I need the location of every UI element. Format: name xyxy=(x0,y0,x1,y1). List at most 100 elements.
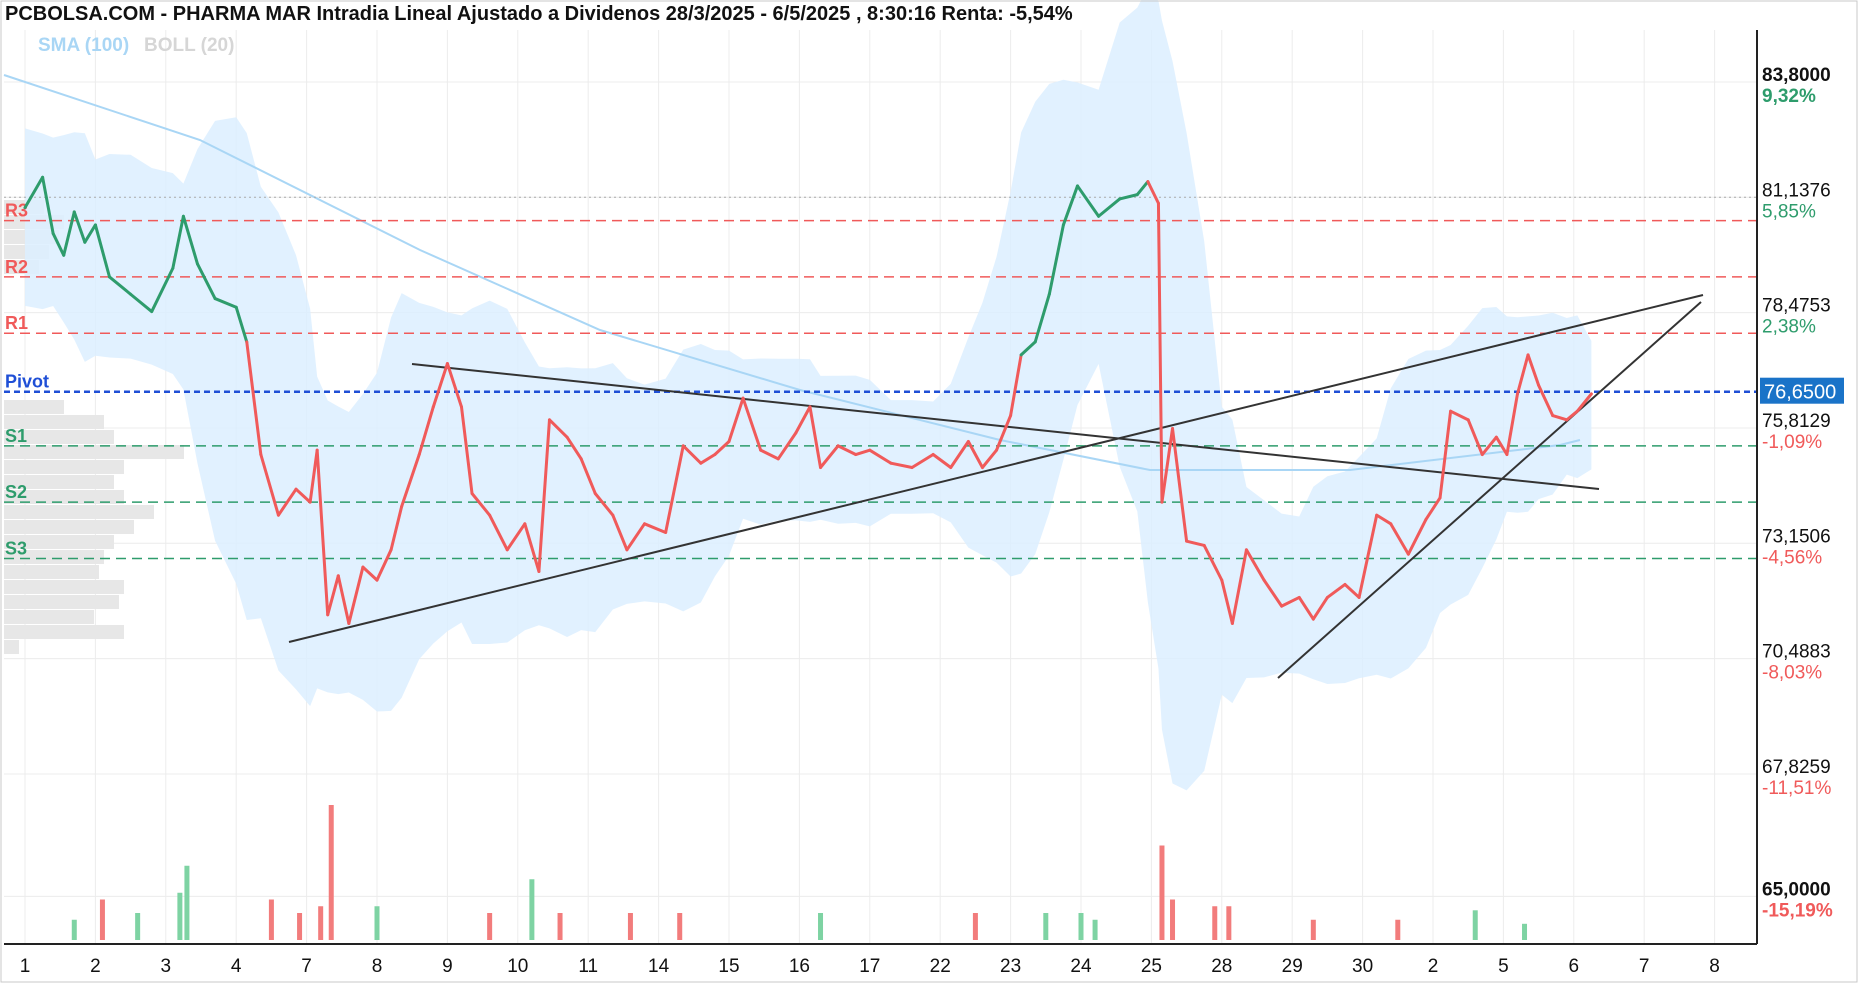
price-segment xyxy=(1505,392,1519,457)
price-segment xyxy=(1343,582,1361,599)
x-tick-label: 10 xyxy=(507,956,528,977)
x-tick-label: 23 xyxy=(1000,956,1021,977)
volume-profile-bar xyxy=(4,505,154,519)
price-segment xyxy=(593,491,615,517)
y-tick-value: 65,0000 xyxy=(1762,879,1831,900)
price-segment xyxy=(245,340,263,457)
price-segment xyxy=(83,223,97,244)
x-tick-label: 8 xyxy=(372,956,383,977)
volume-bar xyxy=(529,879,535,940)
price-segment xyxy=(681,444,703,465)
price-segment xyxy=(400,453,421,508)
pivot-label-r3: R3 xyxy=(5,201,28,221)
x-tick-label: 2 xyxy=(1428,956,1439,977)
price-segment xyxy=(931,453,953,470)
x-tick-label: 17 xyxy=(859,956,880,977)
current-price-tag-text: 76,6500 xyxy=(1764,382,1836,404)
bollinger-band-area xyxy=(25,0,1592,791)
price-segment xyxy=(375,548,393,582)
price-segment xyxy=(547,418,569,439)
price-segment xyxy=(664,444,685,534)
volume-profile-bar xyxy=(4,520,134,534)
y-tick-value: 78,4753 xyxy=(1762,296,1831,317)
price-segment xyxy=(910,453,935,470)
y-tick-percent: 5,85% xyxy=(1762,201,1816,222)
volume-bar xyxy=(627,913,633,940)
volume-bar xyxy=(1212,906,1218,940)
price-segment xyxy=(505,522,527,552)
price-segment xyxy=(129,292,154,314)
x-tick-label: 29 xyxy=(1282,956,1303,977)
price-segment xyxy=(259,453,280,517)
price-segment xyxy=(361,565,379,582)
volume-bar xyxy=(374,906,380,940)
price-segment xyxy=(234,305,249,344)
x-tick-label: 6 xyxy=(1569,956,1580,977)
price-segment xyxy=(1406,517,1428,556)
price-segment xyxy=(836,444,858,457)
volume-bar xyxy=(487,913,493,940)
price-segment xyxy=(625,522,647,552)
price-segment xyxy=(1375,513,1393,526)
price-segment xyxy=(93,223,111,279)
y-tick-percent: -4,56% xyxy=(1762,547,1822,568)
price-segment xyxy=(171,214,185,270)
y-tick-value: 83,8000 xyxy=(1762,65,1831,86)
price-series xyxy=(23,175,1593,625)
price-segment xyxy=(1325,582,1347,599)
volume-bar xyxy=(184,865,190,940)
price-segment xyxy=(62,210,76,257)
volume-bar xyxy=(1043,913,1049,940)
price-segment xyxy=(213,297,238,309)
price-segment xyxy=(1526,353,1541,387)
price-segment xyxy=(347,565,365,625)
price-segment xyxy=(727,396,745,444)
x-tick-label: 16 xyxy=(789,956,810,977)
y-tick-value: 70,4883 xyxy=(1762,642,1831,663)
x-tick-label: 2 xyxy=(90,956,101,977)
volume-bar xyxy=(1395,919,1401,940)
price-segment xyxy=(488,513,509,552)
volume-bar xyxy=(71,919,77,940)
x-tick-label: 9 xyxy=(442,956,453,977)
volume-profile-bar xyxy=(4,595,119,609)
volume-bar xyxy=(135,913,141,940)
legend-sma: SMA (100) xyxy=(38,35,129,56)
price-segment xyxy=(1220,578,1234,625)
price-segment xyxy=(1244,548,1266,582)
price-segment xyxy=(326,574,340,617)
price-segment xyxy=(1438,409,1453,500)
price-segment xyxy=(1019,340,1037,357)
price-segment xyxy=(1280,595,1301,608)
price-segment xyxy=(611,513,629,552)
trend-line xyxy=(288,294,1704,643)
volume-bar xyxy=(297,913,303,940)
volume-profile-bar xyxy=(4,640,19,654)
volume-bar xyxy=(177,892,183,940)
volume-bar xyxy=(972,913,978,940)
price-segment xyxy=(537,418,551,573)
price-segment xyxy=(868,448,893,465)
price-segment xyxy=(431,362,449,409)
volume-profile-bar xyxy=(4,490,124,504)
price-segment xyxy=(23,175,45,210)
x-axis-labels: 1 2 3 4 7 8 9 10 11 14 15 16 17 22 23 24 25 28 29 30 2 5 6 7 8 xyxy=(20,956,1720,977)
price-segment xyxy=(759,448,780,461)
price-segment xyxy=(819,444,840,470)
pivot-label-r1: R1 xyxy=(5,313,28,333)
y-tick-value: 75,8129 xyxy=(1762,411,1831,432)
chart-title: PCBOLSA.COM - PHARMA MAR Intradia Lineal… xyxy=(5,3,1073,25)
price-segment xyxy=(1185,539,1206,547)
volume-bar xyxy=(1092,919,1098,940)
y-tick-percent: -15,19% xyxy=(1762,900,1833,921)
price-segment xyxy=(72,210,87,244)
price-segment xyxy=(1202,543,1224,582)
price-segment xyxy=(470,491,492,517)
pivot-label-pivot: Pivot xyxy=(5,372,49,392)
price-segment xyxy=(1061,184,1079,227)
price-segment xyxy=(699,453,717,465)
